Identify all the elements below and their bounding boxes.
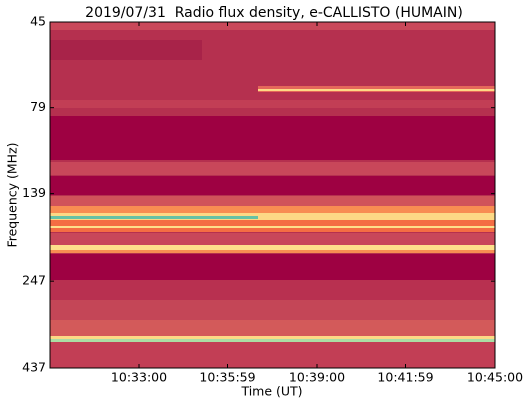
- y-tick-label: 139: [22, 185, 46, 200]
- y-tick-label: 45: [30, 14, 46, 29]
- x-tick-label: 10:33:00: [111, 370, 167, 385]
- y-axis-label: Frequency (MHz): [5, 142, 20, 247]
- spectrogram: [50, 22, 495, 368]
- x-tick-label: 10:45:00: [467, 370, 523, 385]
- x-tick-label: 10:41:59: [377, 370, 433, 385]
- y-tick-label: 247: [22, 273, 46, 288]
- x-tick-label: 10:39:00: [289, 370, 345, 385]
- chart-title: 2019/07/31 Radio flux density, e-CALLIST…: [85, 5, 463, 21]
- y-tick-label: 79: [30, 99, 46, 114]
- x-axis-label: Time (UT): [240, 384, 302, 399]
- plot-frame: [49, 21, 496, 369]
- y-tick-label: 437: [22, 360, 46, 375]
- x-tick-label: 10:35:59: [199, 370, 255, 385]
